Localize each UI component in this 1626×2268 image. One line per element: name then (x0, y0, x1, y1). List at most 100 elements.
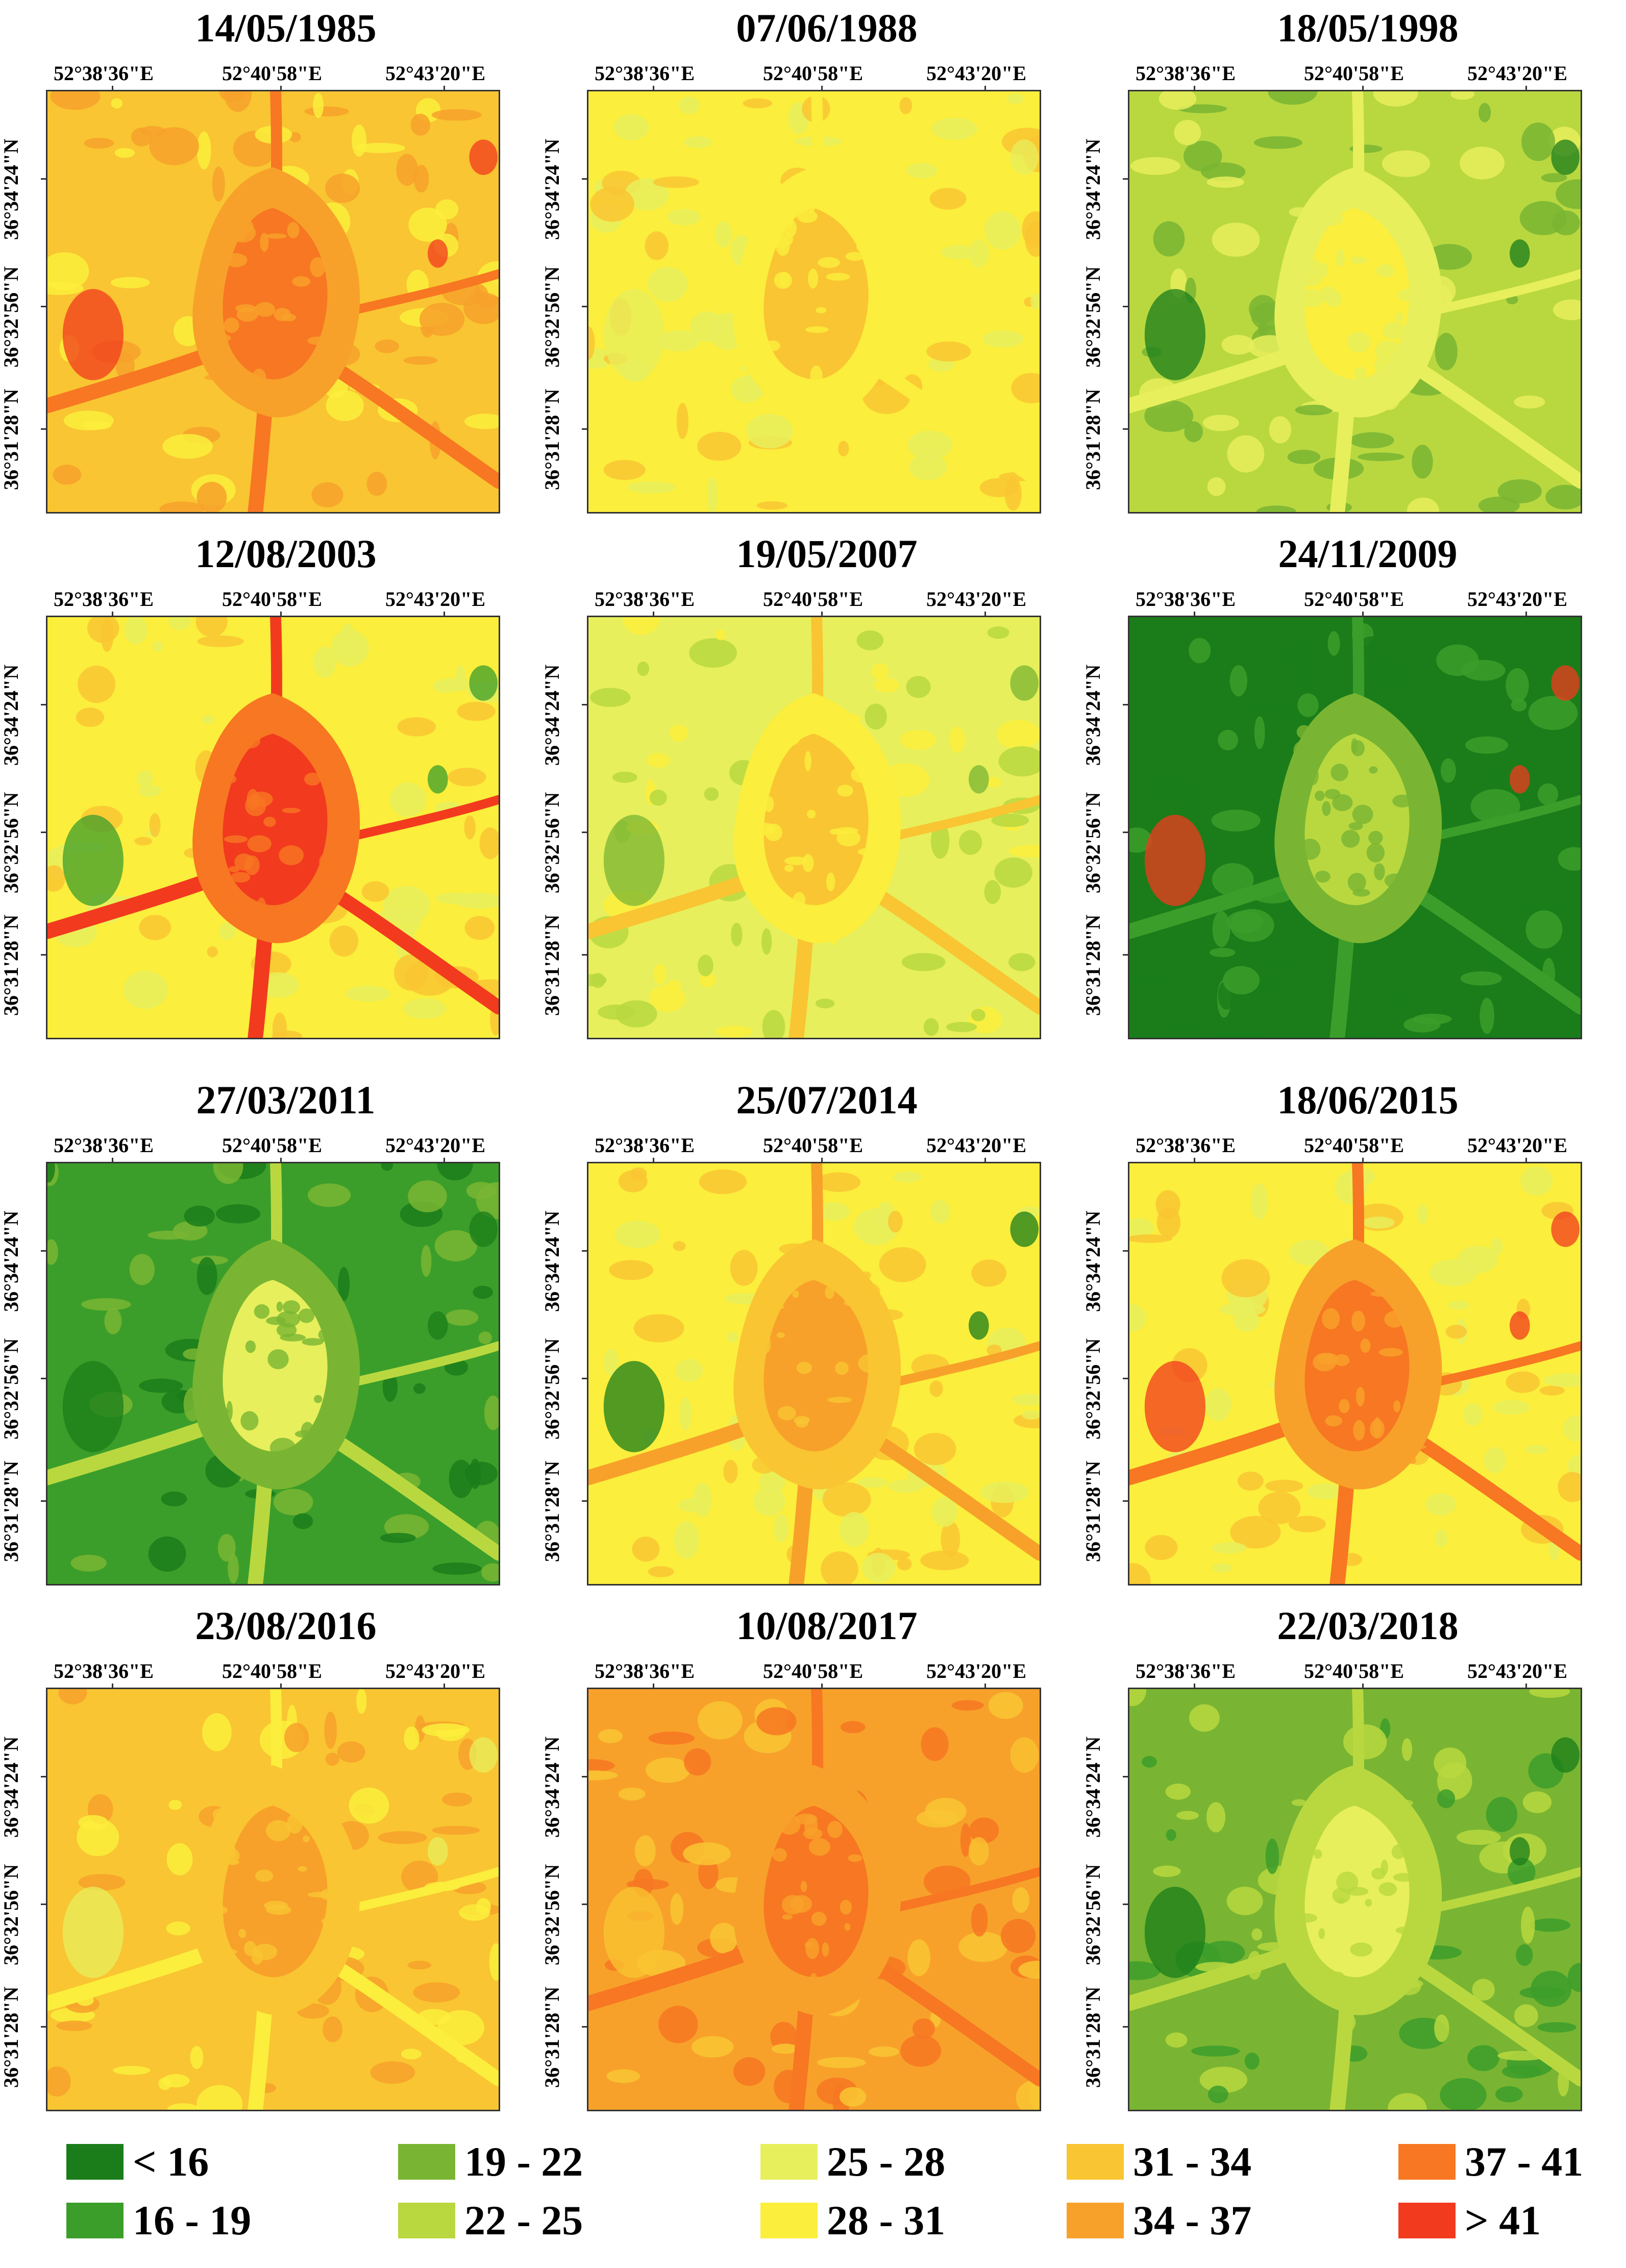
core-texture-patch (784, 219, 797, 237)
legend-label: 19 - 22 (464, 2138, 583, 2185)
temperature-patch (366, 472, 387, 496)
temperature-patch (1412, 445, 1433, 479)
temperature-patch (1247, 702, 1287, 715)
core-texture-patch (211, 877, 222, 890)
core-texture-patch (279, 845, 304, 865)
temperature-patch (212, 166, 225, 202)
temperature-patch (136, 770, 154, 787)
core-texture-patch (313, 879, 335, 889)
latitude-tick (41, 832, 46, 833)
temperature-patch (929, 188, 967, 210)
longitude-tick (984, 1684, 986, 1689)
temperature-patch (476, 1898, 491, 1915)
core-texture-patch (750, 822, 776, 836)
longitude-label: 52°40'58"E (222, 62, 322, 85)
temperature-patch (1269, 416, 1292, 444)
core-texture-patch (320, 1889, 336, 1900)
temperature-patch (1029, 2080, 1040, 2110)
temperature-patch (994, 857, 1032, 888)
core-texture-patch (837, 785, 853, 797)
temperature-patch (457, 701, 496, 721)
core-texture-patch (867, 1325, 883, 1340)
latitude-label: 36°34'24"N (0, 138, 22, 240)
temperature-patch (1130, 974, 1166, 984)
temperature-patch (479, 827, 499, 860)
temperature-patch (408, 1180, 447, 1212)
temperature-patch (761, 928, 772, 955)
core-texture-patch (224, 835, 248, 843)
temperature-patch (1447, 1300, 1469, 1310)
longitude-label: 52°43'20"E (1467, 1134, 1567, 1157)
temperature-patch (1156, 1207, 1181, 1238)
temperature-patch (1227, 435, 1265, 473)
core-texture-patch (254, 1304, 270, 1319)
temperature-patch (879, 1247, 926, 1282)
latitude-tick (1123, 1378, 1128, 1379)
longitude-tick (1525, 1158, 1527, 1163)
temperature-patch (1297, 640, 1319, 669)
urban-core-zone (223, 208, 328, 380)
temperature-patch (217, 1533, 236, 1562)
temperature-patch (874, 678, 900, 693)
core-texture-patch (856, 241, 866, 252)
core-texture-patch (1331, 764, 1349, 782)
temperature-patch (1525, 1445, 1548, 1454)
temperature-patch (988, 1692, 1023, 1719)
longitude-label: 52°38'36"E (595, 62, 695, 85)
temperature-patch (1176, 1811, 1199, 1820)
core-texture-patch (240, 733, 261, 749)
temperature-patch (113, 2066, 151, 2075)
temperature-patch (114, 148, 135, 158)
temperature-patch (618, 1787, 646, 1801)
latitude-label: 36°34'24"N (0, 1736, 22, 1838)
temperature-patch (900, 729, 936, 750)
latitude-tick (582, 832, 587, 833)
temperature-patch (1497, 479, 1542, 504)
core-texture-patch (761, 380, 785, 398)
core-texture-patch (1366, 843, 1385, 863)
temperature-patch (1437, 1789, 1456, 1809)
core-texture-patch (240, 1411, 259, 1431)
temperature-patch (323, 2016, 342, 2042)
core-texture-patch (787, 1976, 804, 1983)
temperature-patch (207, 946, 218, 958)
latitude-label: 36°34'24"N (1081, 138, 1104, 240)
longitude-label: 52°43'20"E (926, 588, 1026, 611)
temperature-patch (448, 768, 486, 787)
temperature-patch (1539, 1385, 1565, 1396)
temperature-patch (1463, 1403, 1483, 1426)
temperature-patch (857, 1477, 889, 1488)
temperature-patch (349, 1787, 389, 1824)
temperature-patch (284, 1723, 309, 1752)
land-surface-temperature-map (46, 1162, 500, 1586)
core-texture-patch (214, 1962, 233, 1973)
temperature-patch (673, 1241, 686, 1251)
temperature-patch (325, 1752, 339, 1766)
core-texture-patch (863, 1807, 869, 1825)
isolated-patch (603, 815, 664, 906)
temperature-patch (1457, 1246, 1498, 1274)
core-texture-patch (1347, 331, 1371, 353)
longitude-label: 52°40'58"E (763, 62, 863, 85)
legend-label: 16 - 19 (133, 2197, 252, 2243)
core-texture-patch (778, 1814, 801, 1835)
longitude-label: 52°43'20"E (385, 588, 485, 611)
temperature-patch (657, 330, 700, 352)
temperature-patch (1307, 1483, 1343, 1500)
core-texture-patch (757, 747, 770, 753)
core-texture-patch (307, 336, 328, 345)
longitude-label: 52°38'36"E (54, 588, 154, 611)
isolated-patch (1551, 1211, 1580, 1247)
temperature-patch (1256, 505, 1296, 512)
temperature-patch (407, 1961, 432, 1970)
latitude-label: 36°31'28"N (0, 1460, 22, 1562)
temperature-patch (197, 636, 244, 647)
temperature-patch (1022, 1410, 1040, 1420)
temperature-patch (464, 1461, 498, 1485)
core-texture-patch (1393, 1400, 1401, 1413)
core-texture-patch (826, 872, 835, 891)
temperature-patch (63, 410, 114, 431)
temperature-patch (1206, 176, 1244, 188)
core-texture-patch (858, 1353, 884, 1374)
core-texture-patch (267, 1349, 289, 1370)
